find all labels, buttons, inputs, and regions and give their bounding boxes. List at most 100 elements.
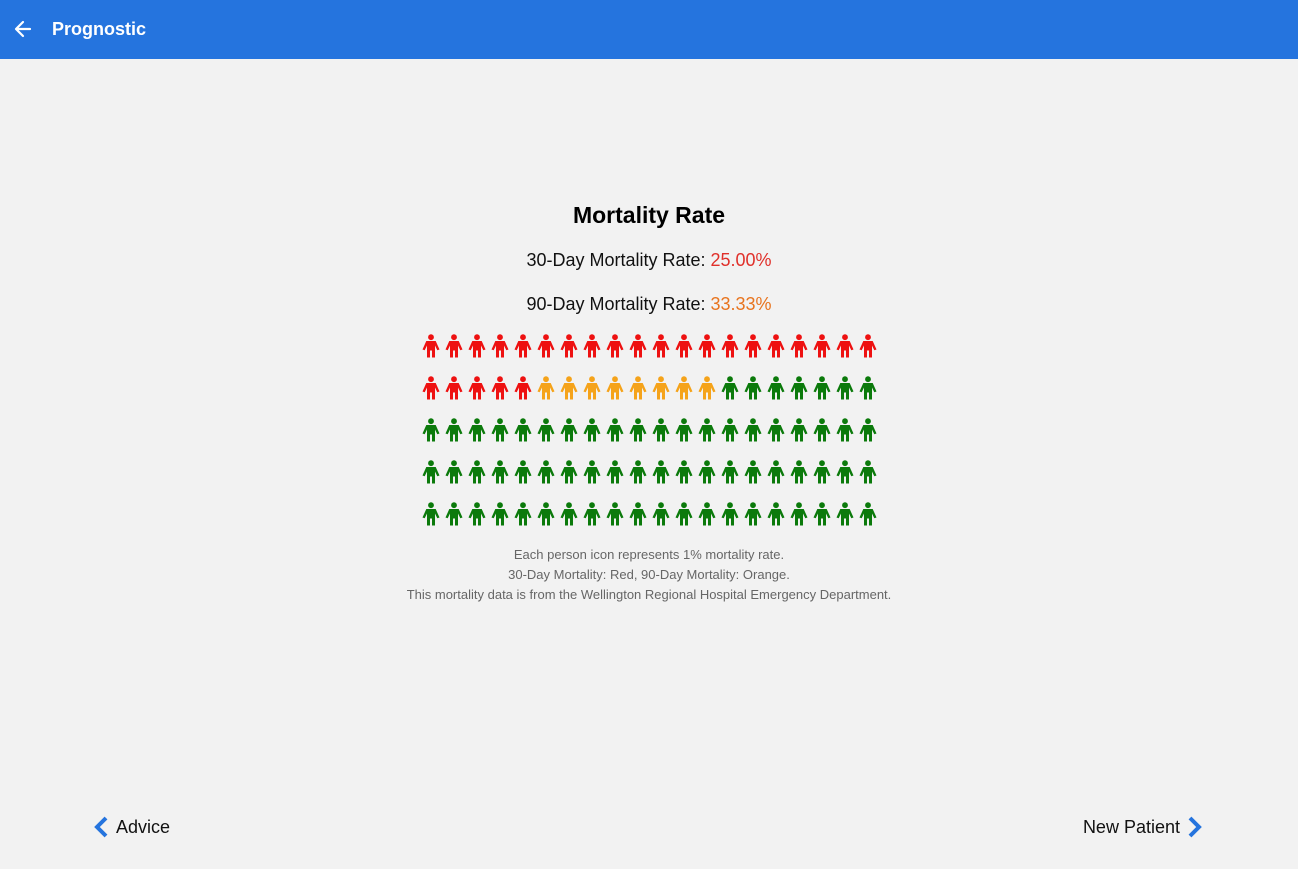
person-icon xyxy=(721,460,739,484)
person-icon xyxy=(813,376,831,400)
advice-label: Advice xyxy=(116,817,171,837)
person-icon xyxy=(514,376,532,400)
person-icon xyxy=(629,418,647,442)
person-icon xyxy=(537,418,555,442)
person-icon xyxy=(560,502,578,526)
person-icon xyxy=(514,418,532,442)
notes: Each person icon represents 1% mortality… xyxy=(0,545,1298,605)
main-content: Mortality Rate 30-Day Mortality Rate: 25… xyxy=(0,59,1298,869)
person-icon xyxy=(422,502,440,526)
person-icon xyxy=(790,460,808,484)
person-icon xyxy=(514,460,532,484)
new-patient-button[interactable]: New Patient xyxy=(1083,815,1204,839)
person-icon xyxy=(606,502,624,526)
person-icon xyxy=(813,502,831,526)
person-icon xyxy=(859,502,877,526)
person-icon xyxy=(652,502,670,526)
person-icon xyxy=(790,418,808,442)
person-icon xyxy=(606,376,624,400)
person-icon xyxy=(514,334,532,358)
person-icon xyxy=(675,376,693,400)
person-icon xyxy=(813,418,831,442)
person-icon xyxy=(698,376,716,400)
person-icon xyxy=(767,376,785,400)
person-icon xyxy=(836,334,854,358)
person-icon xyxy=(583,418,601,442)
chevron-left-icon xyxy=(94,816,108,838)
person-icon xyxy=(652,418,670,442)
person-icon xyxy=(560,418,578,442)
person-icon xyxy=(583,334,601,358)
person-icon xyxy=(422,376,440,400)
person-icon xyxy=(767,460,785,484)
arrow-left-icon xyxy=(14,20,32,38)
person-icon xyxy=(675,334,693,358)
rate-90-value: 33.33% xyxy=(710,294,772,314)
rate-90-day: 90-Day Mortality Rate: 33.33% xyxy=(0,293,1298,315)
person-icon xyxy=(491,376,509,400)
person-icon xyxy=(606,418,624,442)
person-icon xyxy=(629,376,647,400)
person-icon xyxy=(606,460,624,484)
person-icon xyxy=(859,460,877,484)
person-icon xyxy=(790,334,808,358)
person-icon xyxy=(652,334,670,358)
person-icon xyxy=(491,502,509,526)
person-icon xyxy=(721,376,739,400)
person-icon xyxy=(652,460,670,484)
person-icon xyxy=(721,418,739,442)
person-icon xyxy=(744,418,762,442)
person-icon xyxy=(629,460,647,484)
back-button[interactable] xyxy=(10,16,36,42)
person-icon xyxy=(767,334,785,358)
person-icon xyxy=(698,418,716,442)
person-icon xyxy=(859,376,877,400)
person-icon xyxy=(560,376,578,400)
rate-30-value: 25.00% xyxy=(710,250,772,270)
person-icon xyxy=(583,460,601,484)
person-icon xyxy=(767,418,785,442)
person-icon xyxy=(445,418,463,442)
person-icon xyxy=(445,460,463,484)
person-icon xyxy=(859,418,877,442)
person-icon xyxy=(652,376,670,400)
person-icon xyxy=(790,376,808,400)
person-icon xyxy=(491,334,509,358)
page-title: Prognostic xyxy=(52,19,147,39)
person-icon xyxy=(537,376,555,400)
chevron-right-icon xyxy=(1188,816,1202,838)
person-icon xyxy=(836,418,854,442)
person-icon xyxy=(836,502,854,526)
person-icon xyxy=(537,334,555,358)
person-icon xyxy=(583,502,601,526)
person-icon xyxy=(491,460,509,484)
person-icon xyxy=(468,460,486,484)
person-icon xyxy=(422,460,440,484)
person-icon xyxy=(721,502,739,526)
person-icon xyxy=(491,418,509,442)
rate-30-label: 30-Day Mortality Rate: xyxy=(526,250,711,270)
person-icon xyxy=(468,376,486,400)
new-patient-label: New Patient xyxy=(1082,817,1180,837)
person-icon xyxy=(813,334,831,358)
person-icon xyxy=(468,502,486,526)
person-icon xyxy=(445,502,463,526)
person-icon xyxy=(767,502,785,526)
person-icon xyxy=(698,460,716,484)
person-icon xyxy=(675,502,693,526)
person-icon xyxy=(629,502,647,526)
note-line: Each person icon represents 1% mortality… xyxy=(513,547,785,562)
person-icon xyxy=(468,418,486,442)
person-icon xyxy=(629,334,647,358)
person-icon xyxy=(813,460,831,484)
person-icon xyxy=(468,334,486,358)
rate-30-day: 30-Day Mortality Rate: 25.00% xyxy=(0,249,1298,271)
person-icon xyxy=(560,334,578,358)
person-icon xyxy=(675,460,693,484)
person-icon xyxy=(836,376,854,400)
person-icon xyxy=(744,376,762,400)
person-icon xyxy=(445,376,463,400)
rate-90-label: 90-Day Mortality Rate: xyxy=(526,294,711,314)
advice-button[interactable]: Advice xyxy=(92,815,170,839)
person-icon xyxy=(422,418,440,442)
